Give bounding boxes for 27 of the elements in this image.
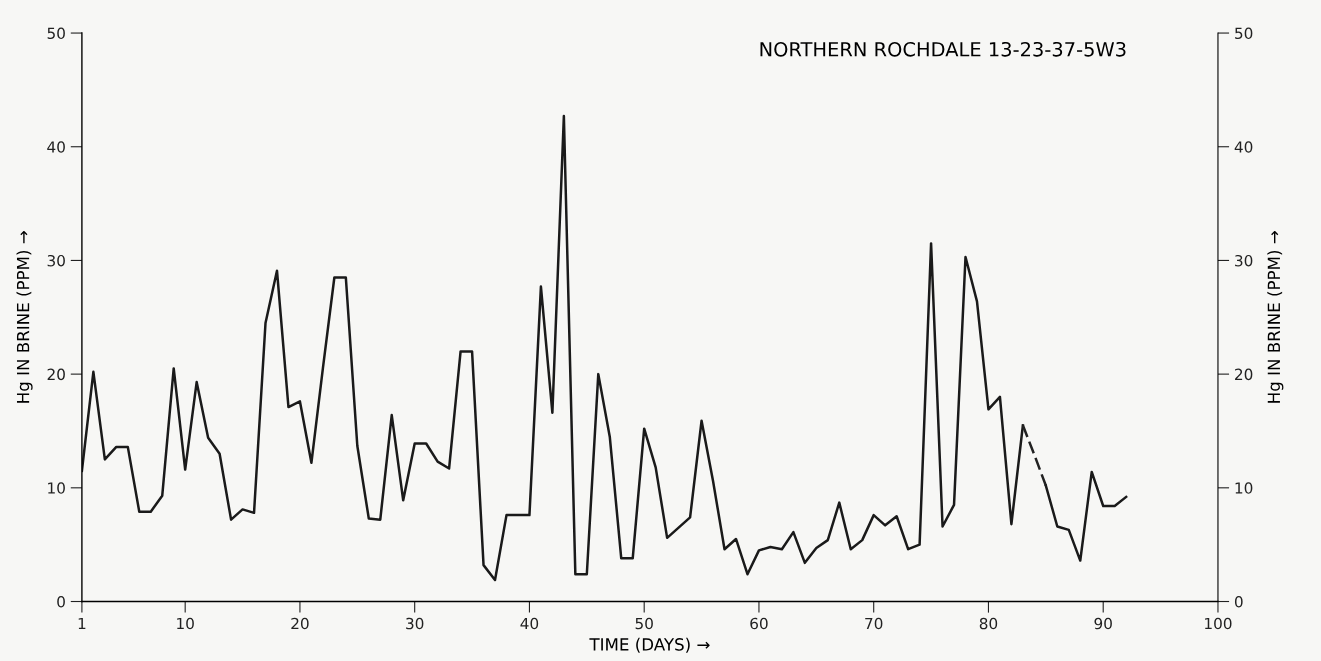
x-axis-title: TIME (DAYS) → — [589, 637, 710, 653]
y2-tick-label: 50 — [1235, 27, 1253, 40]
y2-axis-title: Hg IN BRINE (PPM) → — [1267, 231, 1284, 403]
y-axis-title: Hg IN BRINE (PPM) → — [16, 231, 33, 403]
x-tick-label: 60 — [750, 617, 768, 630]
x-tick-label: 70 — [865, 617, 883, 630]
x-tick-label: 10 — [177, 617, 194, 630]
y2-tick-label: 0 — [1234, 595, 1243, 608]
chart-title: NORTHERN ROCHDALE 13-23-37-5W3 — [760, 41, 1126, 57]
y-tick-label: 30 — [47, 254, 65, 267]
y-tick-label: 10 — [48, 482, 65, 494]
x-tick-label: 90 — [1094, 617, 1112, 630]
x-tick-label: 50 — [635, 617, 653, 630]
x-tick-label: 1 — [78, 617, 86, 630]
y-tick-label: 50 — [47, 27, 65, 40]
y2-tick-label: 30 — [1235, 254, 1253, 267]
y-tick-label: 0 — [57, 595, 65, 608]
x-tick-label: 100 — [1205, 617, 1232, 630]
y-tick-label: 40 — [47, 141, 65, 153]
x-tick-label: 30 — [406, 617, 424, 630]
x-tick-label: 80 — [979, 617, 998, 630]
y2-tick-label: 20 — [1235, 368, 1253, 381]
y2-tick-label: 40 — [1234, 141, 1253, 153]
x-tick-label: 20 — [291, 617, 309, 630]
y-tick-label: 20 — [47, 368, 65, 381]
x-tick-label: 40 — [520, 617, 539, 630]
y2-tick-label: 10 — [1235, 482, 1253, 494]
